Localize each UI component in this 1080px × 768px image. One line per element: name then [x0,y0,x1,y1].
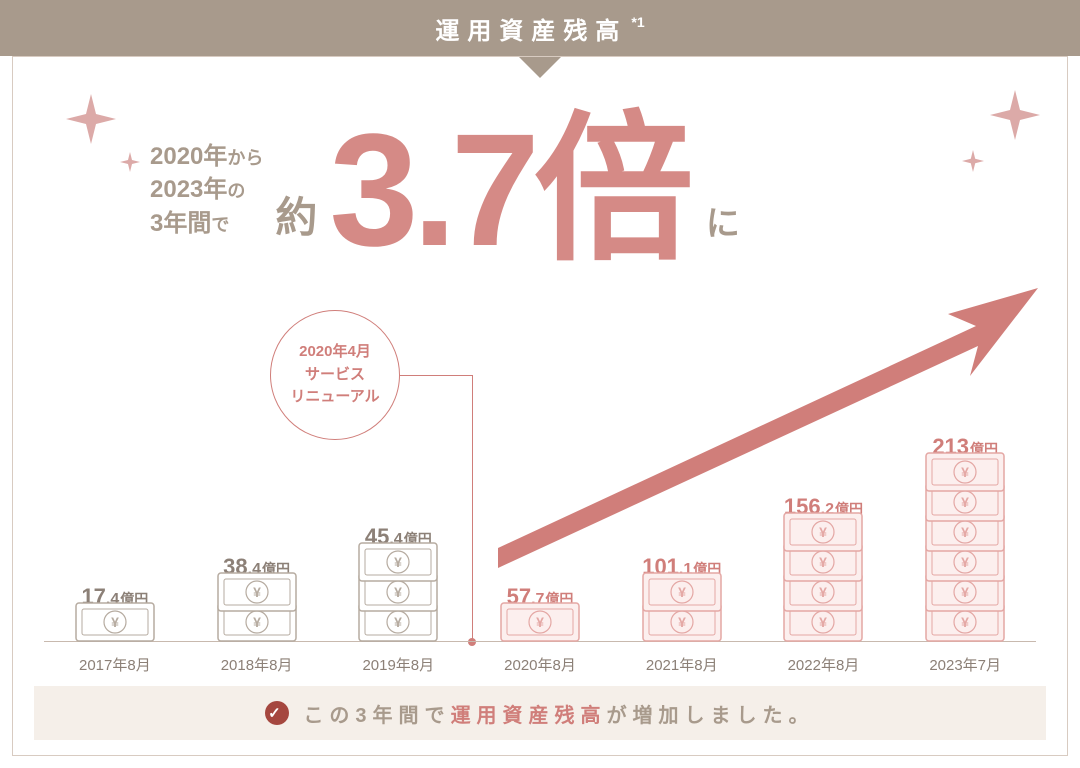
header-bar: 運用資産残高 *1 [0,0,1080,56]
headline-y1: 2020年 [150,143,227,170]
bar-column: 38.4億円 ¥ ¥ 2018年8月 [186,300,328,680]
yen-bill-icon: ¥ [217,572,297,612]
bar-label: 2019年8月 [362,654,434,680]
headline-approx: 約 [275,184,317,245]
yen-bill-icon: ¥ [642,572,722,612]
bill-stack: ¥ ¥ ¥ [358,552,438,642]
bill-stack: ¥ ¥ ¥ ¥ [783,522,863,642]
svg-text:¥: ¥ [253,584,261,600]
svg-text:¥: ¥ [961,524,969,540]
bars-container: 17.4億円 ¥ 2017年8月 38.4億円 ¥ ¥ 2018年8月 45.4… [44,300,1036,680]
svg-text:¥: ¥ [394,614,402,630]
yen-bill-icon: ¥ [925,452,1005,492]
svg-text:¥: ¥ [961,554,969,570]
bar-label: 2020年8月 [504,654,576,680]
svg-text:¥: ¥ [820,554,828,570]
bill-stack: ¥ [75,612,155,642]
yen-bill-icon: ¥ [75,602,155,642]
headline-y3: 3年間 [150,210,211,237]
headline-period: 2020年から 2023年の 3年間で [150,140,263,241]
bar-label: 2017年8月 [79,654,151,680]
svg-text:¥: ¥ [820,614,828,630]
bar-column: 101.1億円 ¥ ¥ 2021年8月 [611,300,753,680]
footer-message: ✓ この3年間で 運用資産残高 が増加しました。 [34,686,1046,740]
sparkle-icon [120,152,140,172]
svg-text:¥: ¥ [394,584,402,600]
yen-bill-icon: ¥ [358,542,438,582]
sparkle-icon [990,90,1040,140]
yen-bill-icon: ¥ [500,602,580,642]
headline: 2020年から 2023年の 3年間で 約 3.7倍 に [150,110,740,270]
svg-text:¥: ¥ [961,464,969,480]
sparkle-icon [962,150,984,172]
bar-column: 156.2億円 ¥ ¥ ¥ ¥ 2022年8月 [753,300,895,680]
svg-text:¥: ¥ [961,584,969,600]
bill-stack: ¥ ¥ [217,582,297,642]
bill-stack: ¥ [500,612,580,642]
headline-suffix: に [706,196,740,245]
bar-column: 57.7億円 ¥ 2020年8月 [469,300,611,680]
header-sup: *1 [631,14,644,30]
bar-column: 213億円 ¥ ¥ ¥ ¥ ¥ ¥ 2023年7月 [894,300,1036,680]
bar-label: 2023年7月 [929,654,1001,680]
footer-highlight: 運用資産残高 [451,699,607,728]
bar-label: 2022年8月 [788,654,860,680]
footer-post: が増加しました。 [607,699,815,728]
svg-text:¥: ¥ [678,584,686,600]
svg-text:¥: ¥ [961,614,969,630]
bill-stack: ¥ ¥ ¥ ¥ ¥ ¥ [925,462,1005,642]
svg-text:¥: ¥ [111,614,119,630]
check-icon: ✓ [265,701,289,725]
footer-pre: この3年間で [303,699,450,728]
svg-text:¥: ¥ [678,614,686,630]
headline-p3: で [211,215,229,235]
svg-text:¥: ¥ [394,554,402,570]
svg-text:¥: ¥ [253,614,261,630]
bill-stack: ¥ ¥ [642,582,722,642]
bar-chart: 17.4億円 ¥ 2017年8月 38.4億円 ¥ ¥ 2018年8月 45.4… [44,300,1036,680]
bar-label: 2021年8月 [646,654,718,680]
headline-p2: の [227,181,245,201]
headline-y2: 2023年 [150,176,227,203]
headline-p1: から [227,148,263,168]
yen-bill-icon: ¥ [783,512,863,552]
bar-column: 45.4億円 ¥ ¥ ¥ 2019年8月 [327,300,469,680]
bar-label: 2018年8月 [221,654,293,680]
svg-text:¥: ¥ [820,524,828,540]
svg-text:¥: ¥ [961,494,969,510]
header-title: 運用資産残高 [435,11,627,46]
svg-text:¥: ¥ [820,584,828,600]
headline-multiplier: 3.7倍 [329,110,687,270]
bar-column: 17.4億円 ¥ 2017年8月 [44,300,186,680]
sparkle-icon [66,94,116,144]
svg-text:¥: ¥ [536,614,544,630]
